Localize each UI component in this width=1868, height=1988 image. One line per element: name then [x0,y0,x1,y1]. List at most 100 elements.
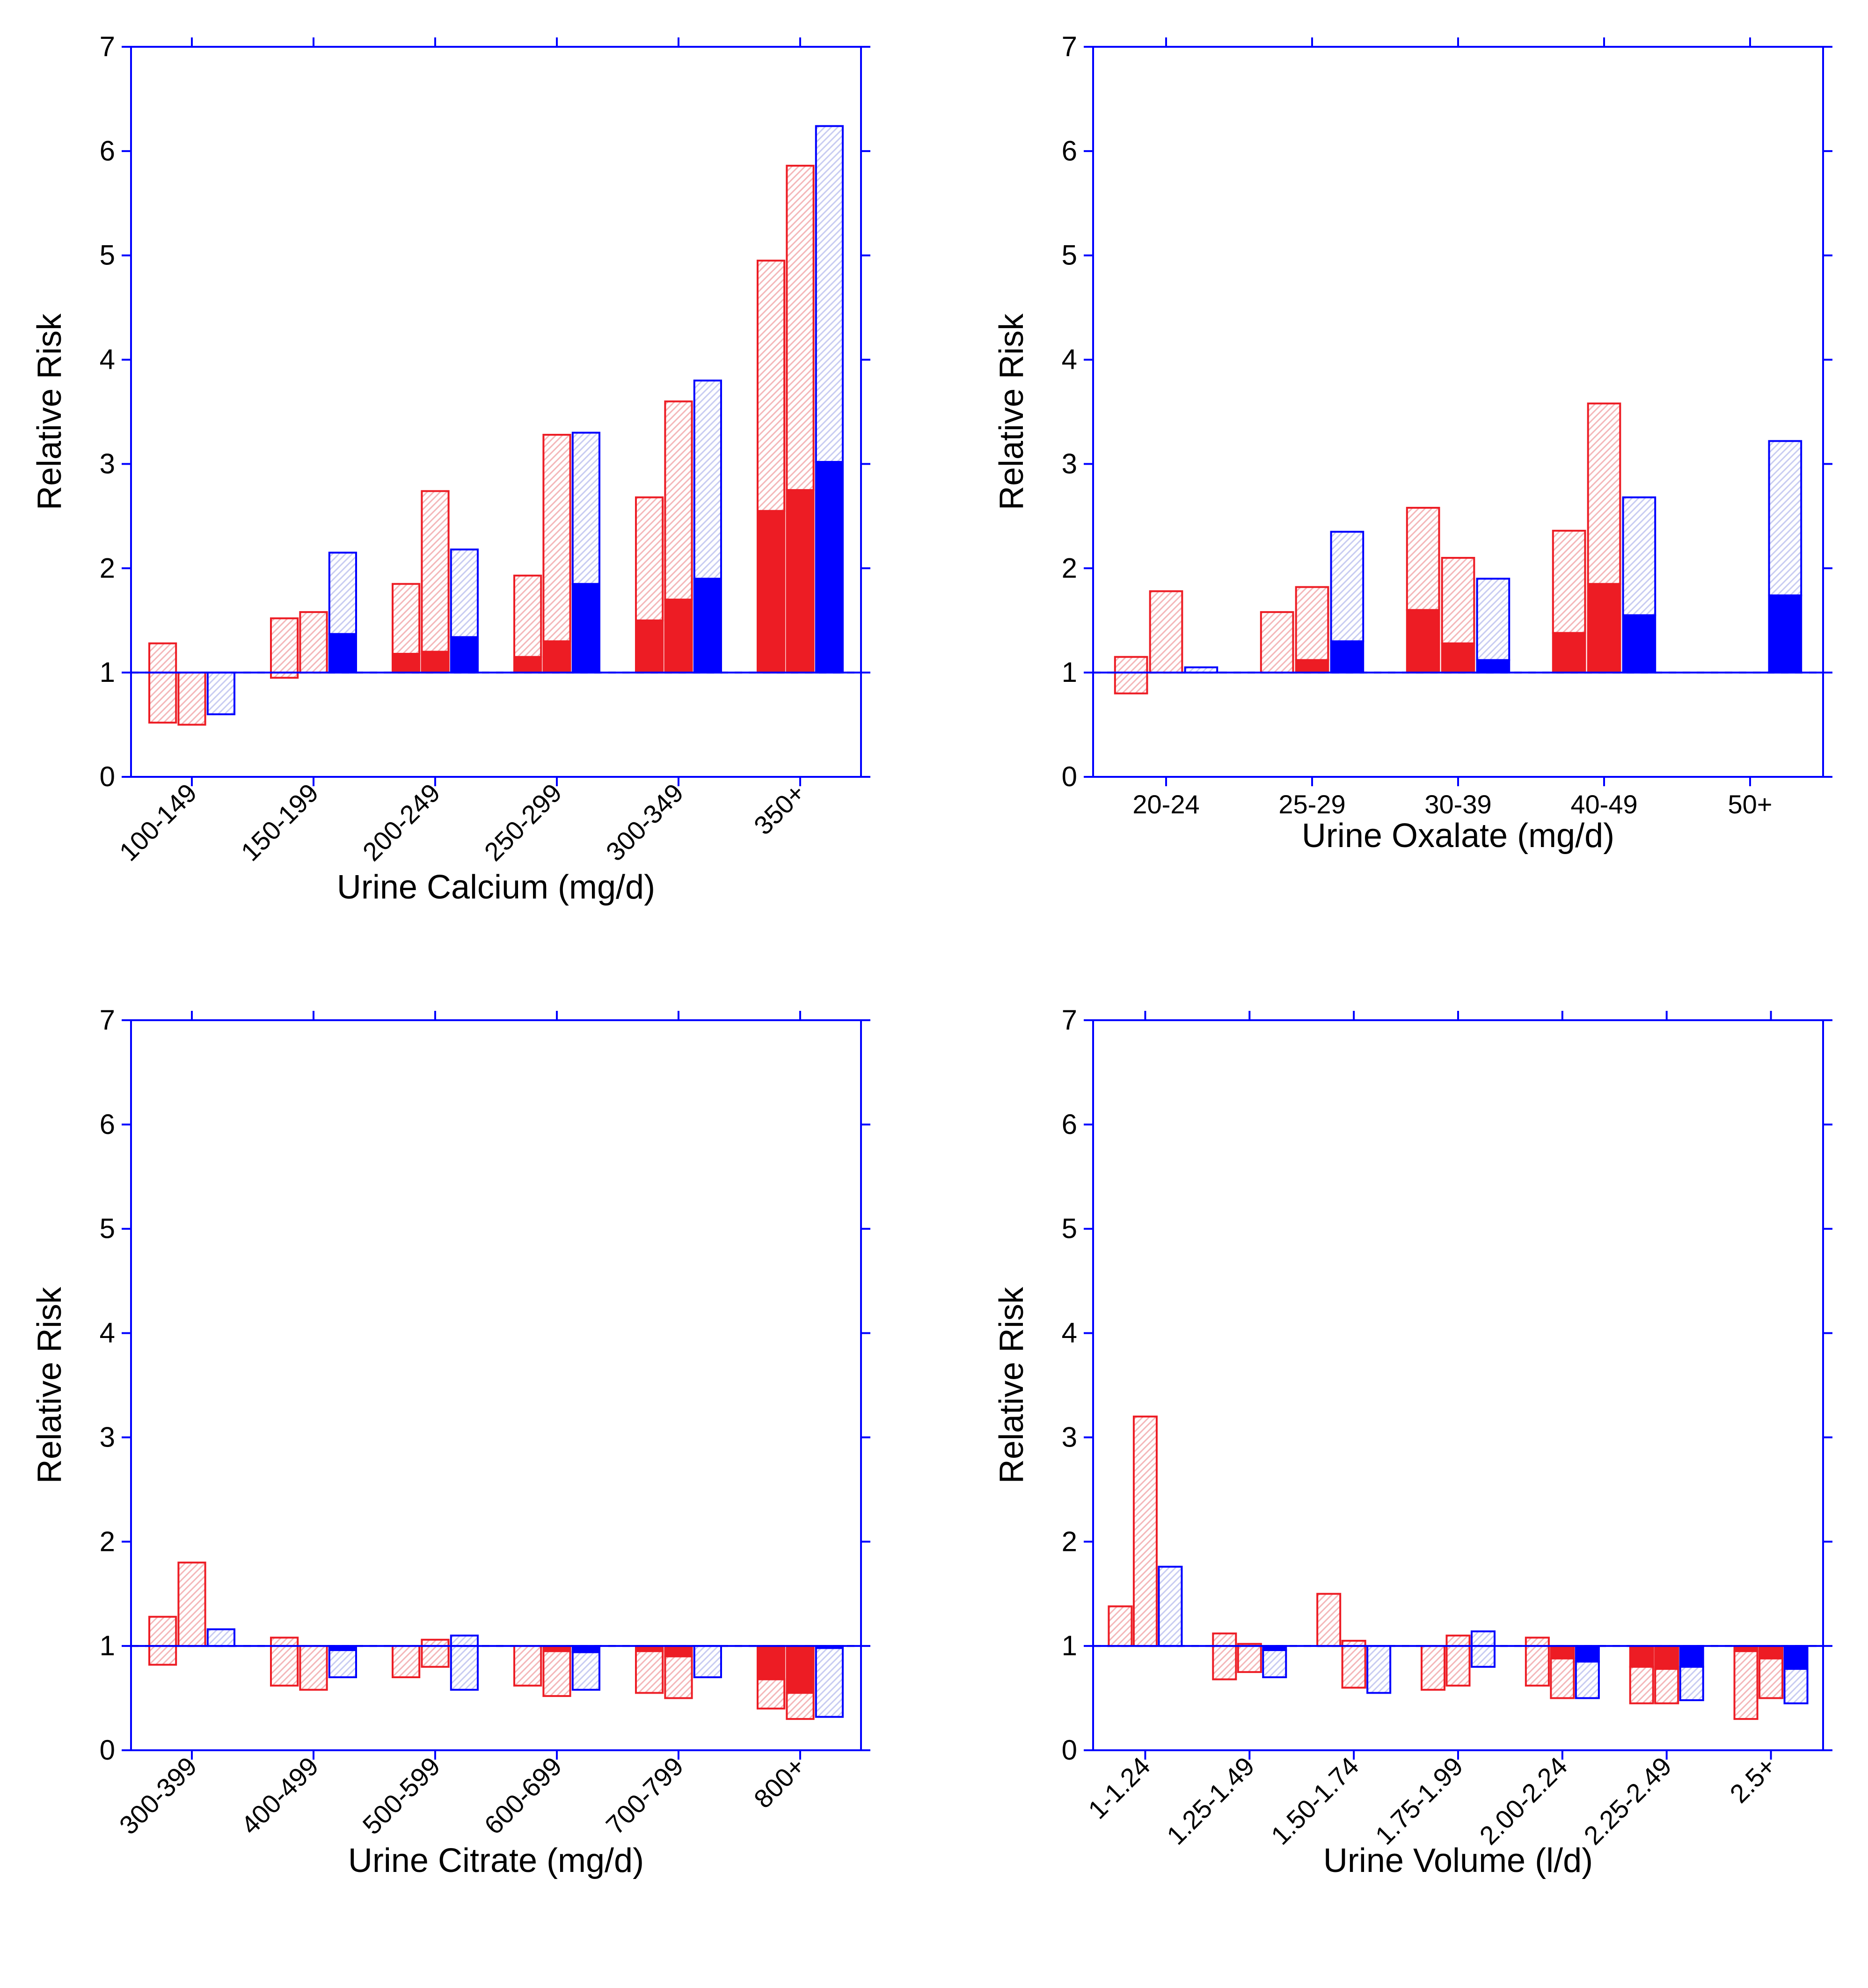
bar-down [1213,1646,1236,1679]
bar-outer [1769,441,1802,595]
x-tick-label: 50+ [1728,789,1773,819]
bar-outer [393,1646,419,1677]
y-tick-label: 4 [100,344,115,375]
bar-outer [329,1650,356,1677]
bar-inner [1588,584,1620,672]
y-tick-label: 0 [1062,1734,1077,1766]
bar-outer [300,1646,327,1690]
bar-outer [422,1640,448,1646]
bar-inner [1655,1646,1678,1669]
bar-outer [1759,1659,1782,1698]
y-tick-label: 0 [100,1734,115,1766]
panel-oxalate: 01234567Relative Risk20-2425-2930-3940-4… [971,19,1859,936]
bar-inner [573,584,599,672]
bar-down [1115,672,1147,694]
bar-outer [300,612,327,672]
bar-down [1343,1646,1365,1688]
x-tick-label: 2.00-2.24 [1474,1751,1573,1850]
y-tick-label: 4 [1062,344,1077,375]
bar-outer [787,1693,813,1719]
panel-grid: 01234567Relative Risk100-149150-199200-2… [9,19,1859,1909]
x-tick-label: 2.25-2.49 [1578,1751,1677,1850]
bar-outer [1623,497,1656,615]
x-tick-label: 500-599 [357,1751,446,1840]
x-tick-label: 1.25-1.49 [1161,1751,1260,1850]
y-axis-title: Relative Risk [993,1286,1030,1484]
bar-outer [451,1636,478,1646]
bar-outer [1588,403,1620,584]
x-tick-label: 300-349 [600,778,689,867]
x-tick-label: 300-399 [114,1751,203,1840]
bar-inner [451,637,478,672]
bar-outer [1785,1669,1808,1703]
bar-inner [393,654,419,672]
bar-outer [694,380,721,578]
bar-inner [694,579,721,673]
bar-outer [178,1563,205,1646]
y-tick-label: 2 [100,1526,115,1557]
y-tick-label: 6 [1062,135,1077,167]
bar-outer [816,126,843,462]
bar-outer [694,1646,721,1677]
y-tick-label: 0 [100,761,115,792]
bar-down [422,1646,448,1667]
bar-outer [758,261,784,511]
y-axis-title: Relative Risk [993,313,1030,510]
bar-outer [1407,508,1439,610]
bar-inner [1680,1646,1703,1667]
y-tick-label: 1 [1062,1630,1077,1661]
y-tick-label: 5 [1062,240,1077,271]
panel-volume: 01234567Relative Risk1-1.241.25-1.491.50… [971,992,1859,1909]
bar-inner [1442,643,1474,672]
x-tick-label: 2.5+ [1724,1751,1781,1809]
plot-bg [131,1020,861,1750]
bar-outer [422,491,448,651]
bar-outer [149,1617,176,1646]
bar-inner [514,657,541,672]
y-axis-title: Relative Risk [31,313,68,510]
bar-outer [1735,1651,1758,1719]
x-axis-title: Urine Calcium (mg/d) [337,869,655,906]
bar-down [271,1646,298,1686]
bar-outer [1331,532,1364,641]
x-tick-label: 600-699 [479,1751,568,1840]
bar-down [1526,1646,1549,1686]
y-tick-label: 6 [100,135,115,167]
bar-outer [573,1652,599,1690]
bar-inner [543,641,570,672]
y-tick-label: 3 [1062,448,1077,479]
y-tick-label: 2 [100,552,115,584]
panel-citrate: 01234567Relative Risk300-399400-499500-5… [9,992,897,1909]
y-tick-label: 7 [100,31,115,62]
bar-outer [1655,1669,1678,1703]
figure-container: 01234567Relative Risk100-149150-199200-2… [0,0,1868,1937]
bar-outer [514,1646,541,1686]
y-tick-label: 1 [100,1630,115,1661]
bar-outer [1442,558,1474,643]
bar-outer [636,1651,663,1693]
x-tick-label: 1.75-1.99 [1370,1751,1469,1850]
bar-outer [208,1629,234,1646]
bar-inner [1477,660,1510,672]
bar-outer [1317,1594,1340,1646]
bar-outer [1551,1659,1574,1698]
bar-inner [1553,633,1585,672]
bar-inner [573,1646,599,1652]
y-tick-label: 7 [1062,1004,1077,1036]
bar-outer [543,1651,570,1696]
y-tick-label: 0 [1062,761,1077,792]
y-tick-label: 7 [1062,31,1077,62]
y-tick-label: 3 [100,448,115,479]
bar-inner [1576,1646,1599,1661]
bar-outer [1477,579,1510,660]
bar-outer [1472,1631,1495,1646]
bar-outer [543,435,570,641]
bar-outer [1553,531,1585,633]
bar-inner [1331,641,1364,672]
x-axis-title: Urine Citrate (mg/d) [348,1842,644,1879]
y-tick-label: 2 [1062,552,1077,584]
x-axis-title: Urine Oxalate (mg/d) [1302,817,1614,855]
bar-inner [1551,1646,1574,1659]
bar-inner [1407,610,1439,672]
bar-outer [1630,1667,1653,1703]
